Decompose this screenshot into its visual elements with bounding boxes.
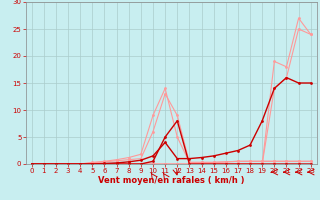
X-axis label: Vent moyen/en rafales ( km/h ): Vent moyen/en rafales ( km/h ) xyxy=(98,176,244,185)
